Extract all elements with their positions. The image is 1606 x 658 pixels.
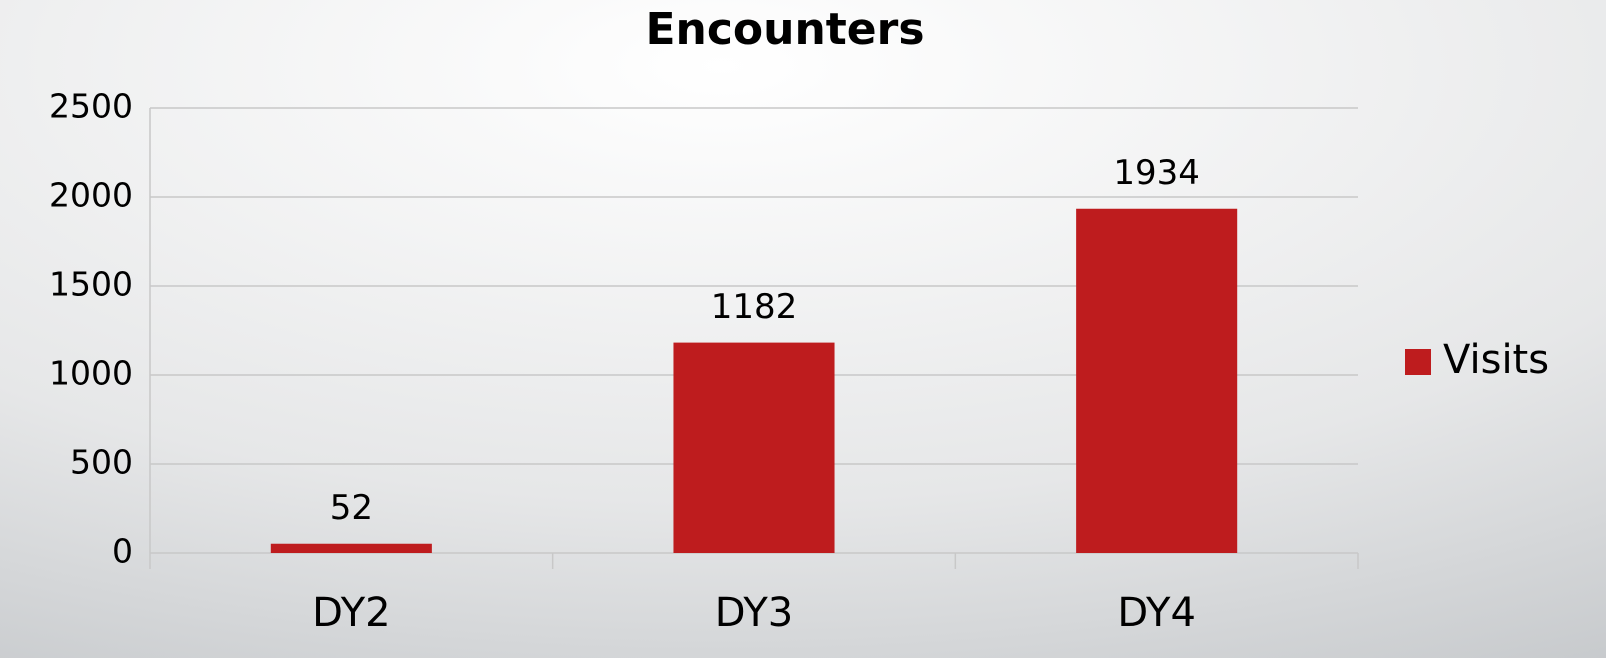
data-label: 1934 bbox=[1113, 153, 1200, 193]
data-label: 1182 bbox=[711, 287, 798, 327]
chart-title: Encounters bbox=[645, 4, 924, 55]
legend-label: Visits bbox=[1443, 337, 1549, 383]
bar bbox=[1076, 208, 1238, 554]
legend-swatch bbox=[1405, 349, 1431, 375]
bar bbox=[673, 342, 835, 553]
y-tick-label: 1000 bbox=[49, 354, 133, 393]
y-tick-label: 500 bbox=[70, 443, 133, 482]
y-tick-label: 2000 bbox=[49, 176, 133, 215]
x-tick-label: DY3 bbox=[715, 590, 794, 636]
x-tick-label: DY4 bbox=[1117, 590, 1196, 636]
y-tick-label: 0 bbox=[112, 532, 133, 571]
y-tick-label: 1500 bbox=[49, 265, 133, 304]
x-tick-label: DY2 bbox=[312, 590, 391, 636]
bar bbox=[270, 543, 432, 553]
data-label: 52 bbox=[330, 488, 373, 528]
y-tick-label: 2500 bbox=[49, 87, 133, 126]
